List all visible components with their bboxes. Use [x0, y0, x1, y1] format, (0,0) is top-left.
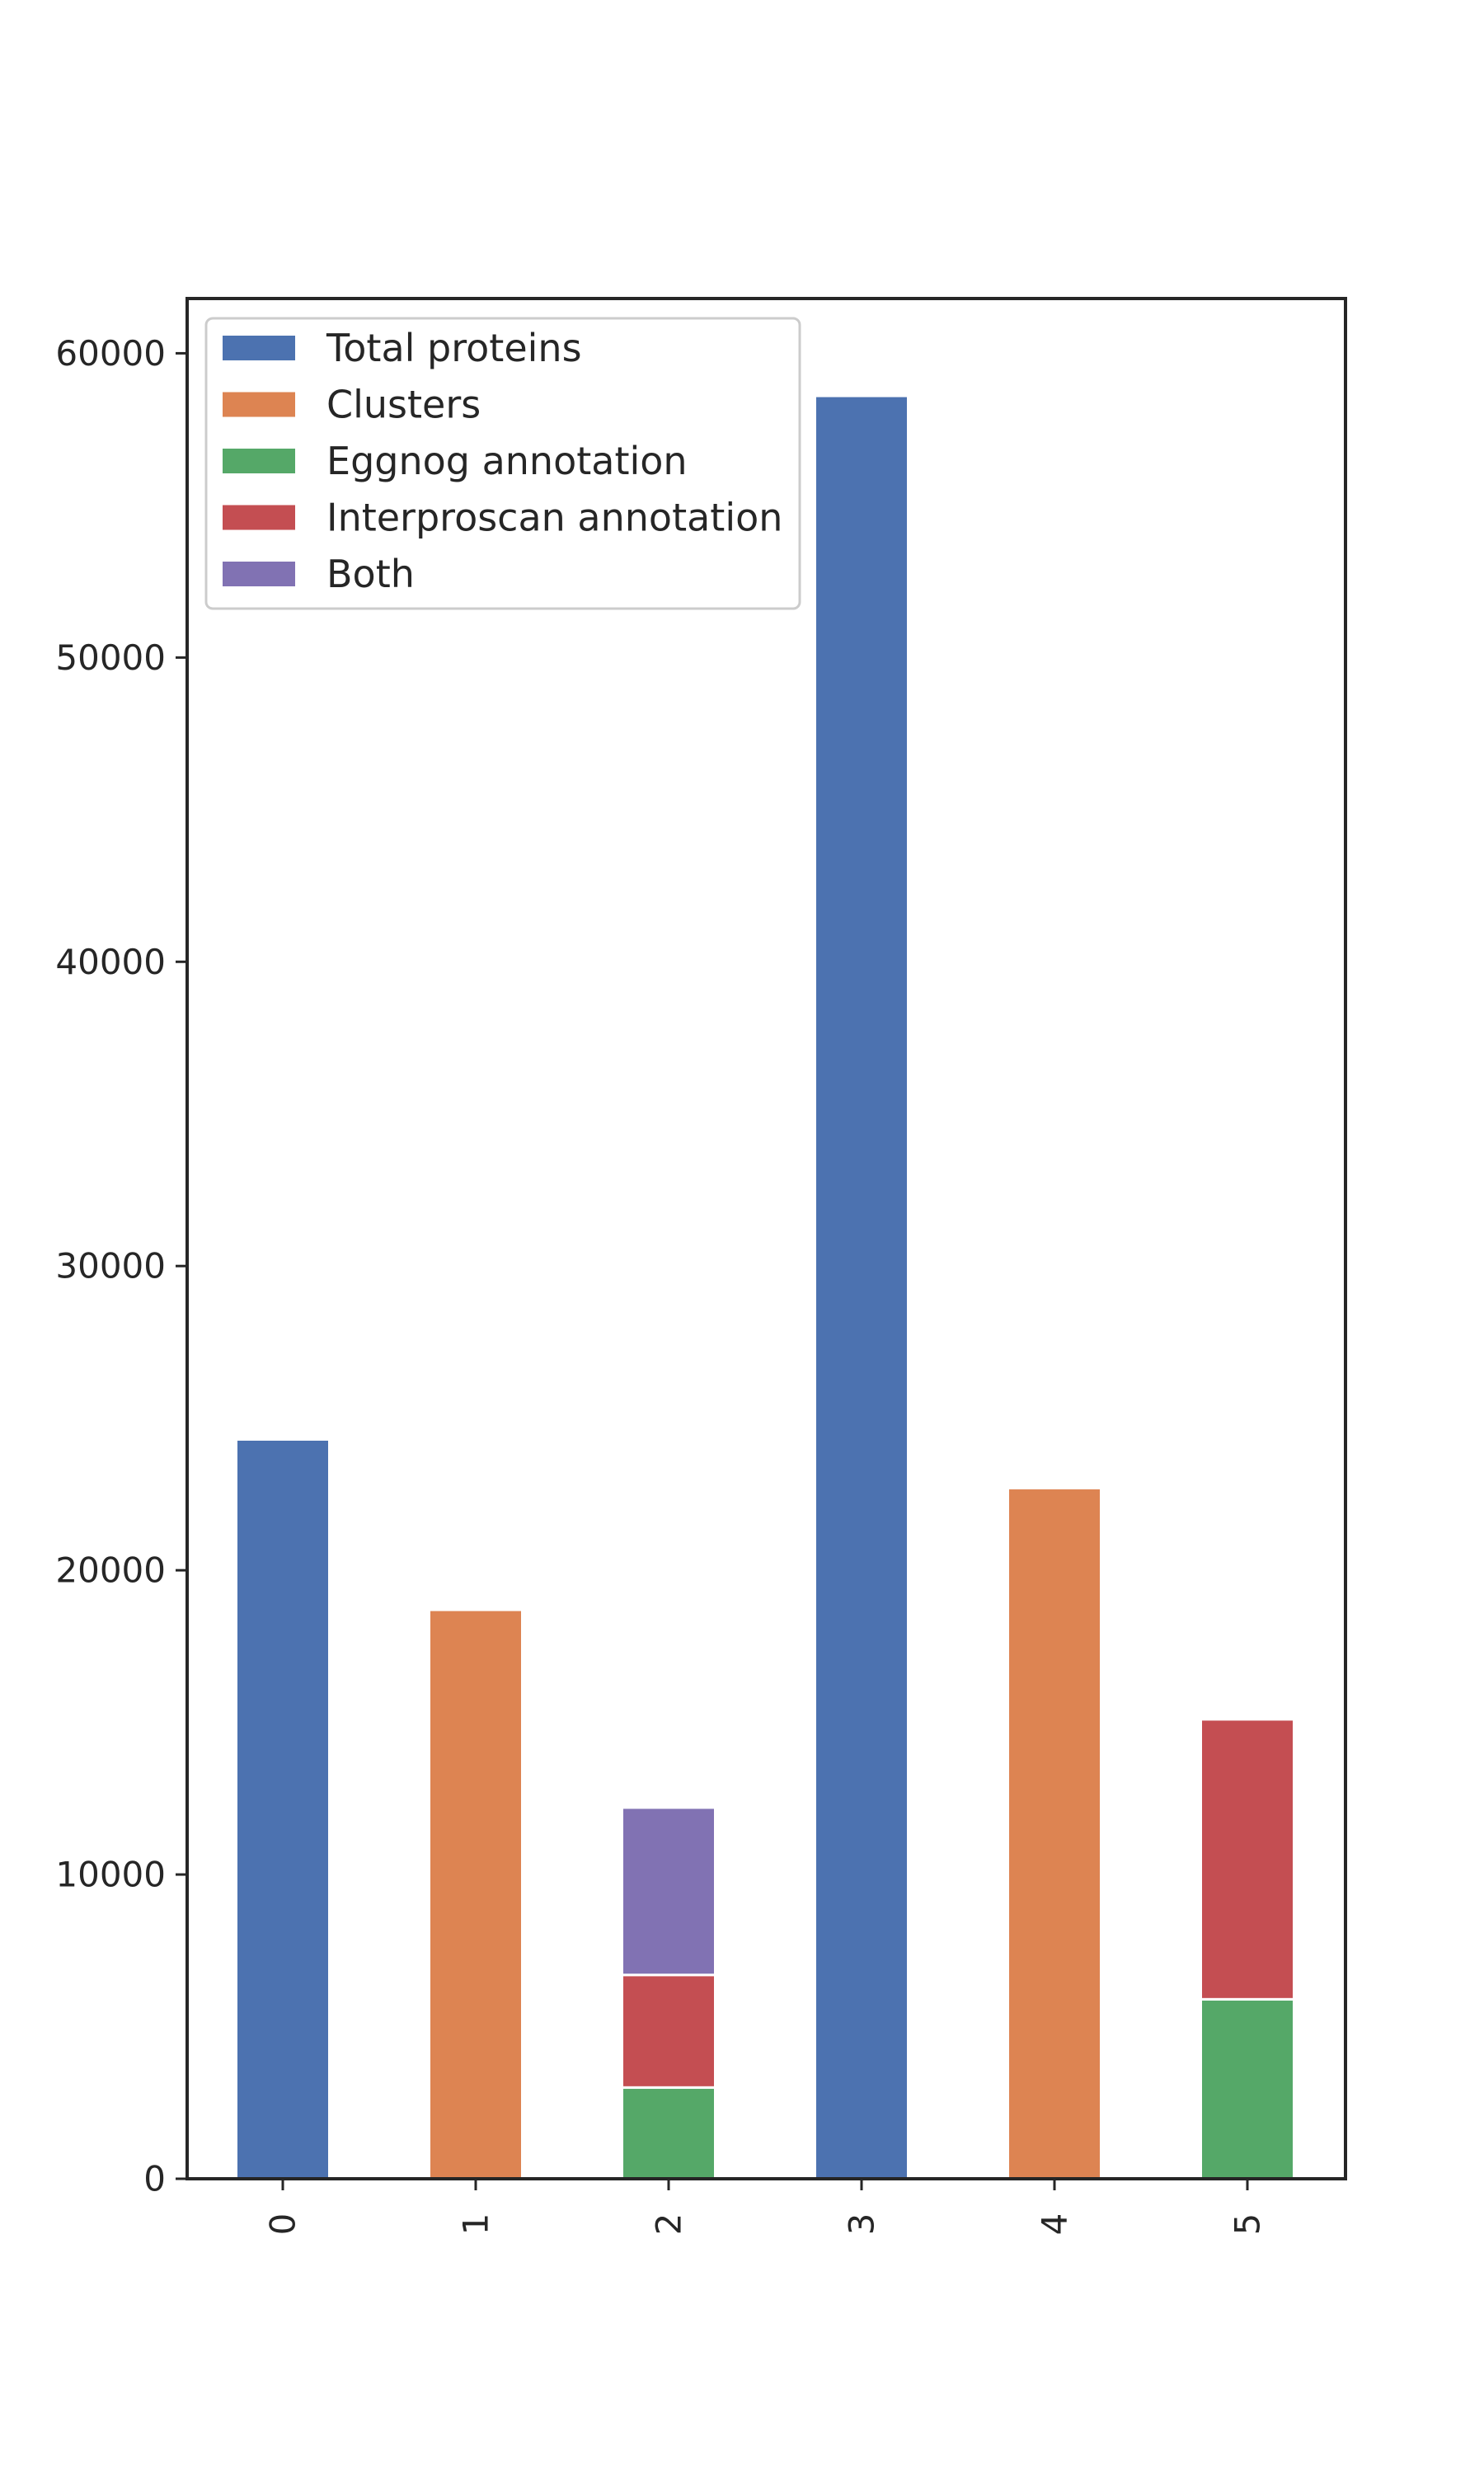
bar-eggnog-annotation-5	[1200, 1997, 1295, 2180]
bar-eggnog-annotation-2	[621, 2086, 716, 2180]
legend-swatch	[223, 449, 295, 473]
bar-both-2	[621, 1806, 716, 1977]
x-tick-label: 0	[263, 2213, 303, 2236]
bar-interproscan-annotation-2	[621, 1973, 716, 2089]
legend-box	[204, 317, 801, 610]
legend-swatch	[223, 562, 295, 586]
bars-layer	[235, 394, 1295, 2180]
axes-frame	[186, 297, 1347, 2180]
y-tick-label: 50000	[55, 637, 166, 678]
legend-label: Both	[326, 552, 415, 596]
legend-label: Interproscan annotation	[326, 496, 782, 540]
y-tick-label: 40000	[55, 942, 166, 982]
bar-clusters-1	[428, 1608, 524, 2180]
bar-interproscan-annotation-5	[1200, 1718, 1295, 2001]
x-tick-label: 1	[456, 2213, 496, 2236]
x-axis: 0 1 2 3 4 5	[263, 2179, 1268, 2235]
legend-label: Total proteins	[326, 326, 582, 370]
legend: Total proteins Clusters Eggnog annotation I…	[204, 317, 801, 610]
legend-label: Eggnog annotation	[326, 439, 688, 483]
y-tick-label: 30000	[55, 1246, 166, 1286]
y-tick-label: 10000	[55, 1855, 166, 1895]
x-tick-label: 5	[1228, 2213, 1268, 2236]
x-tick-label: 2	[649, 2213, 689, 2236]
x-tick-label: 3	[842, 2213, 882, 2236]
bar-total-proteins-0	[235, 1437, 331, 2180]
y-tick-label: 20000	[55, 1550, 166, 1591]
legend-swatch	[223, 336, 295, 360]
legend-swatch	[223, 505, 295, 530]
bar-clusters-4	[1007, 1487, 1102, 2180]
y-tick-label: 60000	[55, 333, 166, 374]
x-tick-label: 4	[1035, 2213, 1075, 2236]
legend-label: Clusters	[326, 383, 481, 427]
bar-total-proteins-3	[814, 394, 909, 2180]
y-tick-label: 0	[143, 2159, 166, 2199]
legend-swatch	[223, 392, 295, 417]
y-axis: 0 10000 20000 30000 40000 50000 60000	[55, 333, 187, 2199]
